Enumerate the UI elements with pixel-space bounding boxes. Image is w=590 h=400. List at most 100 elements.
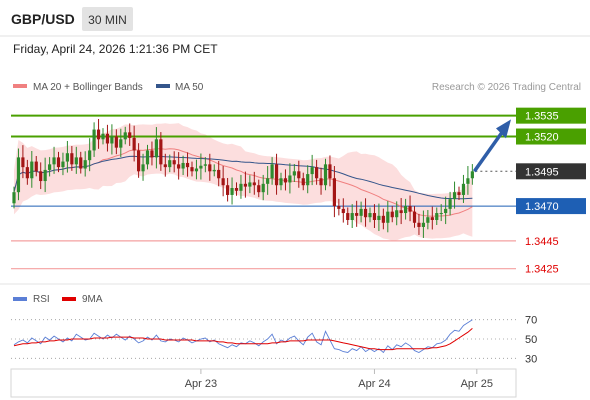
ma50-legend-swatch	[156, 84, 170, 88]
candle-body	[141, 164, 145, 172]
candle-body	[426, 217, 430, 223]
candlesticks	[12, 118, 474, 238]
datetime-label: Friday, April 24, 2026 1:21:36 PM CET	[13, 42, 218, 56]
candle	[297, 160, 301, 188]
rsi-lines	[13, 319, 473, 354]
candle-body	[56, 157, 61, 168]
level-label-5: 1.3425	[525, 264, 559, 276]
candle	[141, 153, 145, 181]
candle	[421, 210, 425, 238]
candle	[399, 198, 403, 225]
candle	[350, 204, 354, 229]
candle-body	[404, 206, 408, 214]
candle	[39, 162, 43, 190]
candle	[386, 201, 390, 233]
level-label-0: 1.3535	[525, 111, 559, 123]
candle	[372, 204, 377, 229]
candle-body	[30, 161, 34, 179]
candle-body	[48, 164, 52, 170]
candle-body	[266, 178, 270, 184]
candle-body	[444, 208, 448, 214]
candle-body	[257, 185, 261, 193]
candle-body	[212, 169, 216, 172]
candle	[310, 154, 314, 186]
candle	[212, 164, 216, 177]
candle	[190, 161, 194, 177]
candle	[288, 163, 292, 194]
candle-body	[279, 178, 283, 186]
candle	[208, 153, 212, 181]
time-tick-label-0: Apr 23	[185, 378, 217, 390]
ma50-legend-label: MA 50	[175, 82, 204, 93]
candle-body	[328, 164, 332, 179]
bollinger-band-fill	[14, 123, 473, 241]
candle-body	[239, 183, 243, 191]
arrow-shaft	[472, 131, 504, 173]
timeframe-badge[interactable]	[82, 7, 133, 31]
candle	[448, 191, 452, 216]
candle-body	[159, 139, 163, 165]
candle	[412, 206, 417, 228]
candle	[243, 171, 247, 198]
candle-body	[297, 171, 301, 179]
candle-body	[381, 215, 385, 223]
candle	[466, 166, 470, 195]
candle-body	[359, 208, 363, 216]
candle	[203, 157, 207, 173]
level-label-bg-3	[516, 198, 586, 215]
candle	[323, 158, 328, 191]
candle-body	[315, 167, 319, 179]
candle	[435, 207, 439, 226]
candle	[12, 186, 16, 209]
candle	[301, 172, 305, 191]
candle	[248, 175, 252, 194]
candle	[181, 155, 185, 176]
candle	[70, 145, 74, 171]
candle-body	[306, 174, 310, 186]
rsi-tick-label-70: 70	[525, 315, 537, 327]
candle-body	[430, 217, 434, 220]
candle	[83, 151, 87, 177]
candle	[395, 201, 399, 226]
candle	[132, 125, 136, 162]
moving-averages	[13, 148, 473, 217]
price-level-labels: 1.3535 1.3520 1.3495 1.3470 1.3445 1.3425	[516, 107, 586, 276]
candle-body	[83, 160, 87, 169]
rsi-legend-label: RSI	[33, 294, 50, 305]
candle	[257, 179, 261, 198]
candle-body	[208, 164, 212, 172]
candle	[283, 169, 288, 191]
candle	[426, 209, 430, 230]
candle	[230, 177, 234, 205]
level-label-4: 1.3445	[525, 236, 559, 248]
candle-body	[274, 164, 279, 186]
candle-body	[145, 150, 150, 165]
level-label-2: 1.3495	[525, 166, 559, 178]
candle	[332, 166, 336, 218]
candle-body	[350, 213, 354, 220]
candle-body	[105, 133, 110, 144]
candle-body	[12, 192, 16, 204]
candle	[315, 159, 319, 185]
candle	[21, 145, 25, 179]
candle-body	[368, 213, 372, 218]
candle	[221, 166, 225, 197]
candle	[101, 128, 105, 145]
candle-body	[88, 150, 92, 161]
candle	[381, 208, 385, 230]
candle	[48, 157, 52, 177]
candle-body	[34, 161, 38, 172]
candle-body	[292, 171, 296, 176]
candle	[79, 151, 83, 174]
candle-body	[137, 150, 141, 172]
candle-body	[114, 136, 118, 148]
ma50-line	[13, 155, 473, 200]
candle-body	[421, 222, 425, 227]
candle-body	[301, 178, 305, 186]
candle-body	[154, 139, 158, 158]
candle	[56, 151, 61, 173]
candle	[96, 118, 101, 149]
candle	[154, 127, 158, 169]
candle	[172, 151, 176, 173]
candle-body	[221, 178, 225, 186]
